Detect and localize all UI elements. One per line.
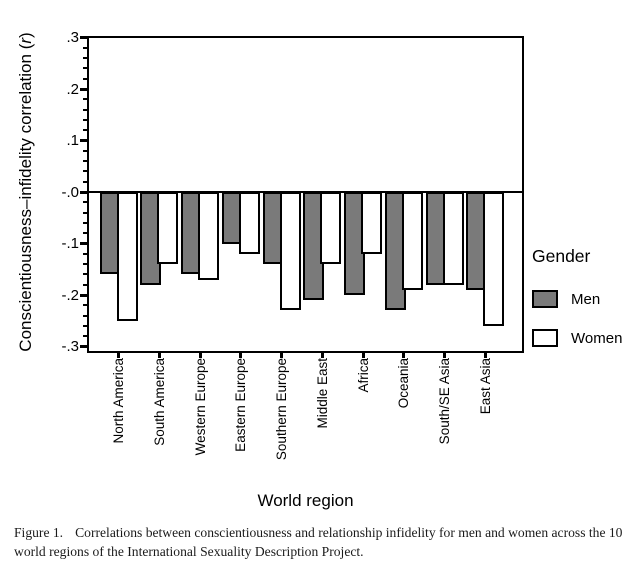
legend-label-women: Women — [571, 329, 623, 347]
y-tick-label: -.3 — [61, 338, 79, 355]
x-category-label: Africa — [355, 358, 371, 393]
x-tick — [117, 353, 121, 358]
x-category-label: South America — [151, 358, 167, 446]
caption-line-2: world regions of the International Sexua… — [14, 543, 364, 559]
y-major-tick — [80, 87, 88, 91]
x-category-label: Middle East — [314, 358, 330, 429]
x-tick — [402, 353, 406, 358]
bar-women-oceania — [401, 192, 423, 290]
x-tick — [239, 353, 243, 358]
y-minor-tick — [83, 263, 88, 266]
y-minor-tick — [83, 335, 88, 338]
bar-women-north-america — [116, 192, 138, 321]
y-minor-tick — [83, 57, 88, 60]
bar-women-africa — [361, 192, 383, 254]
legend: Gender Men Women — [532, 246, 638, 368]
y-major-tick — [80, 190, 88, 194]
y-tick-label: .2 — [66, 80, 79, 98]
x-tick — [361, 353, 365, 358]
y-minor-tick — [83, 304, 88, 307]
y-minor-tick — [83, 232, 88, 235]
y-minor-tick — [83, 118, 88, 121]
y-minor-tick — [83, 180, 88, 183]
legend-label-men: Men — [571, 290, 601, 308]
x-category-label: Eastern Europe — [233, 358, 249, 452]
legend-entry-women: Women — [532, 329, 638, 347]
x-category-label: Southern Europe — [274, 358, 290, 461]
y-minor-tick — [83, 273, 88, 276]
y-axis-r-symbol: r — [16, 37, 35, 44]
y-major-tick — [80, 345, 88, 348]
y-minor-tick — [83, 98, 88, 101]
y-major-tick — [80, 139, 88, 142]
y-major-tick — [80, 293, 88, 297]
y-minor-tick — [83, 314, 88, 317]
x-tick — [320, 353, 324, 358]
y-minor-tick — [83, 46, 88, 49]
x-category-label: East Asia — [477, 358, 493, 415]
y-minor-tick — [83, 129, 88, 132]
x-tick — [157, 353, 161, 358]
y-minor-tick — [83, 108, 88, 111]
y-minor-tick — [83, 252, 88, 255]
y-minor-tick — [83, 67, 88, 70]
y-minor-tick — [83, 77, 88, 80]
bar-women-south-se-asia — [442, 192, 464, 285]
y-tick-label: .1 — [66, 132, 79, 149]
bar-women-south-america — [157, 192, 179, 265]
y-minor-tick — [83, 283, 88, 286]
y-minor-tick — [83, 324, 88, 327]
y-axis-title: Conscientiousness–infidelity correlation… — [16, 32, 35, 352]
y-minor-tick — [83, 160, 88, 163]
zero-line — [89, 191, 522, 193]
x-axis-title: World region — [257, 491, 354, 510]
y-tick-label: -.1 — [61, 235, 79, 252]
x-tick — [198, 353, 202, 358]
women-swatch-icon — [532, 329, 558, 347]
caption-figure-label: Figure 1. — [14, 525, 64, 540]
x-category-label: Western Europe — [192, 358, 208, 456]
y-major-tick — [80, 242, 88, 245]
x-category-label: Oceania — [396, 358, 412, 409]
legend-entry-men: Men — [532, 290, 638, 308]
caption-line-1: Figure 1. Correlations between conscienti… — [14, 525, 623, 540]
y-tick-label: .3 — [66, 29, 79, 46]
y-tick-label: -.0 — [61, 183, 79, 201]
x-tick — [483, 353, 487, 358]
figure-caption: Figure 1. Correlations between conscienti… — [14, 524, 632, 561]
men-swatch-icon — [532, 290, 558, 308]
x-tick — [280, 353, 284, 358]
y-major-tick — [80, 36, 88, 39]
x-category-label: South/SE Asia — [437, 358, 453, 445]
y-minor-tick — [83, 201, 88, 204]
y-tick-label: -.2 — [61, 286, 79, 304]
y-minor-tick — [83, 211, 88, 214]
y-minor-tick — [83, 149, 88, 152]
y-axis-title-text: Conscientiousness–infidelity correlation — [16, 54, 35, 352]
bar-women-middle-east — [320, 192, 342, 265]
y-minor-tick — [83, 221, 88, 224]
x-tick — [443, 353, 447, 358]
bar-women-east-asia — [483, 192, 505, 326]
x-category-label: North America — [111, 358, 127, 444]
bar-women-eastern-europe — [238, 192, 260, 254]
bar-women-southern-europe — [279, 192, 301, 311]
bar-women-western-europe — [198, 192, 220, 280]
legend-title: Gender — [532, 246, 591, 266]
y-minor-tick — [83, 170, 88, 173]
